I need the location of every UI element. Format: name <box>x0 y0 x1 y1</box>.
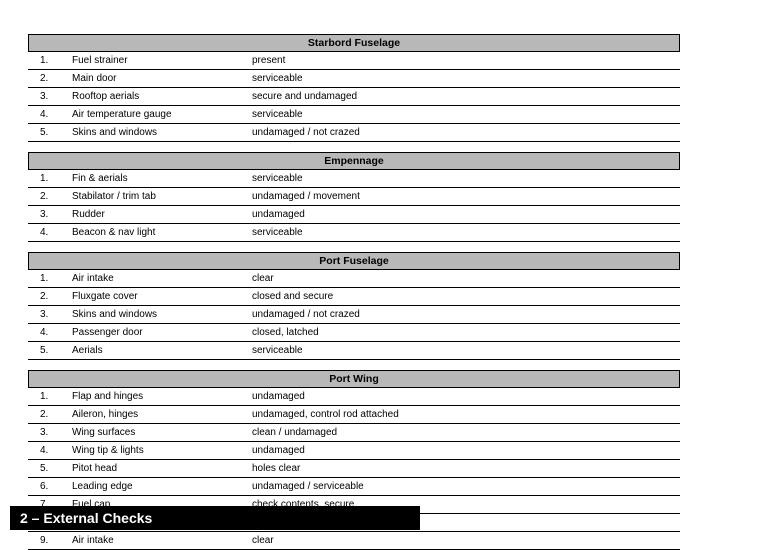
section: Port Fuselage1.Air intakeclear2.Fluxgate… <box>28 252 680 360</box>
row-status: secure and undamaged <box>252 90 680 103</box>
row-status: closed and secure <box>252 290 680 303</box>
row-status: undamaged, control rod attached <box>252 408 680 421</box>
row-status: undamaged <box>252 444 680 457</box>
row-status: undamaged / not crazed <box>252 126 680 139</box>
row-number: 2. <box>28 290 72 303</box>
section-header: Port Fuselage <box>28 252 680 270</box>
row-item: Beacon & nav light <box>72 226 252 239</box>
row-status: present <box>252 54 680 67</box>
sections-container: Starbord Fuselage1.Fuel strainerpresent2… <box>28 34 680 550</box>
section-header: Port Wing <box>28 370 680 388</box>
row-number: 1. <box>28 272 72 285</box>
row-item: Wing surfaces <box>72 426 252 439</box>
row-number: 5. <box>28 126 72 139</box>
row-item: Fluxgate cover <box>72 290 252 303</box>
row-status: undamaged / movement <box>252 190 680 203</box>
table-row: 3.Rooftop aerialssecure and undamaged <box>28 88 680 106</box>
row-status: undamaged / not crazed <box>252 308 680 321</box>
row-item: Pitot head <box>72 462 252 475</box>
row-item: Stabilator / trim tab <box>72 190 252 203</box>
row-item: Air intake <box>72 534 252 547</box>
table-row: 1.Flap and hingesundamaged <box>28 388 680 406</box>
page: Starbord Fuselage1.Fuel strainerpresent2… <box>0 0 780 540</box>
row-item: Skins and windows <box>72 308 252 321</box>
row-status: holes clear <box>252 462 680 475</box>
row-number: 5. <box>28 344 72 357</box>
page-footer: 2 – External Checks <box>10 506 420 530</box>
row-item: Leading edge <box>72 480 252 493</box>
row-status: undamaged / serviceable <box>252 480 680 493</box>
table-row: 1.Fuel strainerpresent <box>28 52 680 70</box>
row-item: Rooftop aerials <box>72 90 252 103</box>
row-number: 6. <box>28 480 72 493</box>
row-number: 2. <box>28 190 72 203</box>
row-number: 4. <box>28 326 72 339</box>
row-item: Aerials <box>72 344 252 357</box>
table-row: 3.Rudderundamaged <box>28 206 680 224</box>
table-row: 5.Aerialsserviceable <box>28 342 680 360</box>
table-row: 1.Air intakeclear <box>28 270 680 288</box>
row-number: 1. <box>28 390 72 403</box>
row-number: 9. <box>28 534 72 547</box>
row-number: 1. <box>28 172 72 185</box>
row-item: Air intake <box>72 272 252 285</box>
row-number: 2. <box>28 72 72 85</box>
row-status: undamaged <box>252 208 680 221</box>
table-row: 3.Skins and windowsundamaged / not craze… <box>28 306 680 324</box>
table-row: 4.Beacon & nav lightserviceable <box>28 224 680 242</box>
row-status: clear <box>252 272 680 285</box>
row-number: 3. <box>28 308 72 321</box>
section-header: Empennage <box>28 152 680 170</box>
row-item: Rudder <box>72 208 252 221</box>
table-row: 2.Main doorserviceable <box>28 70 680 88</box>
table-row: 2.Aileron, hingesundamaged, control rod … <box>28 406 680 424</box>
row-status: undamaged <box>252 390 680 403</box>
row-item: Flap and hinges <box>72 390 252 403</box>
row-status: serviceable <box>252 344 680 357</box>
row-number: 1. <box>28 54 72 67</box>
row-item: Fin & aerials <box>72 172 252 185</box>
table-row: 3.Wing surfacesclean / undamaged <box>28 424 680 442</box>
footer-text: 2 – External Checks <box>20 510 152 526</box>
row-number: 3. <box>28 426 72 439</box>
table-row: 4.Wing tip & lightsundamaged <box>28 442 680 460</box>
table-row: 9.Air intakeclear <box>28 532 680 550</box>
row-item: Skins and windows <box>72 126 252 139</box>
table-row: 2.Stabilator / trim tabundamaged / movem… <box>28 188 680 206</box>
row-status: serviceable <box>252 226 680 239</box>
row-item: Wing tip & lights <box>72 444 252 457</box>
row-number: 4. <box>28 444 72 457</box>
row-item: Aileron, hinges <box>72 408 252 421</box>
row-item: Air temperature gauge <box>72 108 252 121</box>
table-row: 4.Air temperature gaugeserviceable <box>28 106 680 124</box>
row-number: 4. <box>28 108 72 121</box>
row-number: 2. <box>28 408 72 421</box>
row-status: closed, latched <box>252 326 680 339</box>
section-header: Starbord Fuselage <box>28 34 680 52</box>
row-number: 3. <box>28 90 72 103</box>
row-item: Fuel strainer <box>72 54 252 67</box>
table-row: 5.Skins and windowsundamaged / not craze… <box>28 124 680 142</box>
row-status: serviceable <box>252 72 680 85</box>
section: Empennage1.Fin & aerialsserviceable2.Sta… <box>28 152 680 242</box>
row-number: 3. <box>28 208 72 221</box>
row-number: 4. <box>28 226 72 239</box>
section: Starbord Fuselage1.Fuel strainerpresent2… <box>28 34 680 142</box>
table-row: 4.Passenger doorclosed, latched <box>28 324 680 342</box>
row-status: serviceable <box>252 172 680 185</box>
row-status: clear <box>252 534 680 547</box>
row-status: serviceable <box>252 108 680 121</box>
table-row: 1.Fin & aerialsserviceable <box>28 170 680 188</box>
table-row: 5.Pitot headholes clear <box>28 460 680 478</box>
table-row: 6.Leading edgeundamaged / serviceable <box>28 478 680 496</box>
row-number: 5. <box>28 462 72 475</box>
table-row: 2.Fluxgate coverclosed and secure <box>28 288 680 306</box>
row-item: Main door <box>72 72 252 85</box>
row-item: Passenger door <box>72 326 252 339</box>
row-status: clean / undamaged <box>252 426 680 439</box>
